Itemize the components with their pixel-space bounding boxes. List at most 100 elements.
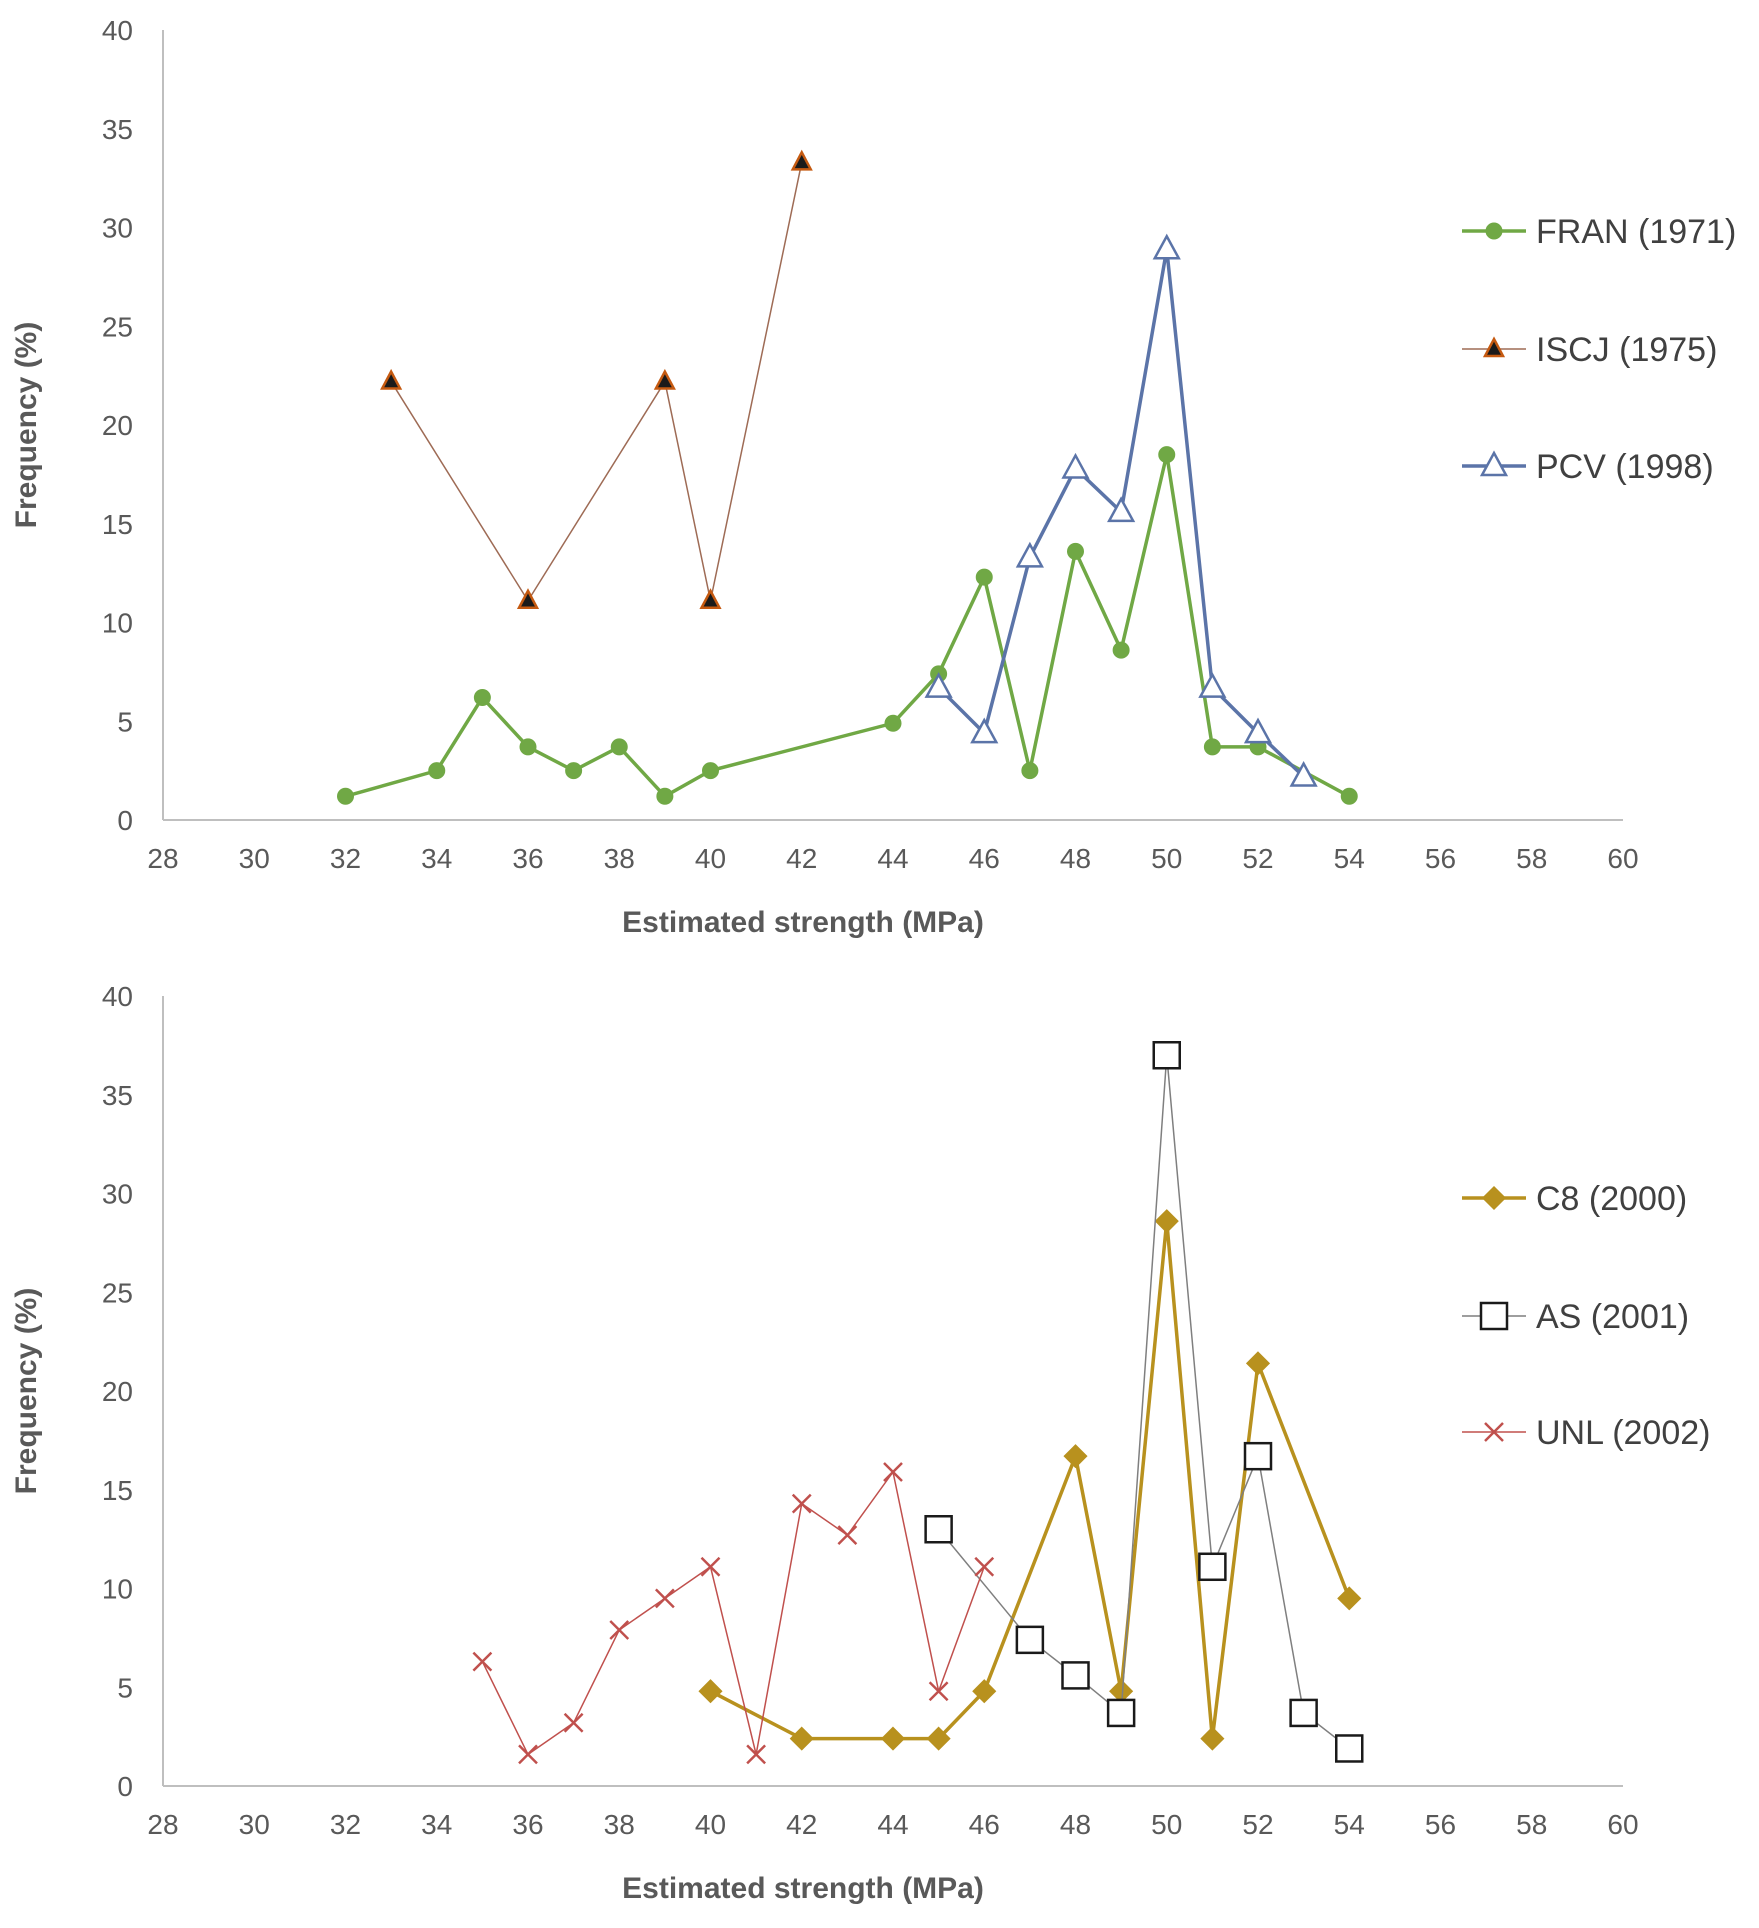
x-tick-label: 54 (1334, 1809, 1365, 1840)
x-tick-label: 48 (1060, 1809, 1091, 1840)
x-tick-label: 40 (695, 1809, 726, 1840)
legend-label: UNL (2002) (1536, 1414, 1710, 1452)
data-point (1061, 452, 1090, 479)
y-tick-label: 25 (102, 311, 133, 342)
data-point (699, 588, 722, 610)
x-tick-label: 36 (512, 843, 543, 874)
series-pcv (924, 233, 1318, 787)
data-point (653, 368, 676, 390)
legend-entry: FRAN (1971) (1462, 213, 1736, 251)
data-point (974, 1556, 995, 1577)
data-point (926, 1726, 951, 1751)
data-point (1061, 1661, 1090, 1690)
y-tick-label: 35 (102, 114, 133, 145)
x-tick-label: 42 (786, 1809, 817, 1840)
data-point (880, 1726, 906, 1751)
data-point (1198, 672, 1227, 698)
x-tick-label: 44 (877, 843, 908, 874)
data-point (1107, 496, 1136, 523)
data-point (970, 717, 999, 744)
y-tick-label: 25 (102, 1277, 133, 1308)
legend-entry: ISCJ (1975) (1462, 331, 1717, 369)
series-line (481, 1471, 985, 1756)
series-unl (472, 1462, 995, 1765)
data-point (337, 787, 354, 805)
legend-marker (1479, 1301, 1509, 1331)
x-tick-label: 44 (877, 1809, 908, 1840)
x-tick-label: 36 (512, 1809, 543, 1840)
y-tick-label: 0 (117, 1771, 133, 1802)
y-tick-label: 20 (102, 410, 133, 441)
x-tick-label: 38 (604, 1809, 635, 1840)
data-point (790, 149, 813, 171)
data-point (1335, 1734, 1364, 1763)
data-point (1067, 542, 1084, 560)
data-point (1243, 1441, 1273, 1471)
legend-marker (1482, 336, 1506, 358)
y-tick-label: 40 (102, 15, 133, 46)
x-tick-label: 34 (421, 1809, 452, 1840)
x-tick-label: 46 (969, 1809, 1000, 1840)
data-point (1154, 1209, 1179, 1234)
data-point (1200, 1726, 1225, 1751)
series-line (345, 452, 1351, 799)
data-point (924, 672, 953, 698)
y-tick-label: 15 (102, 509, 133, 540)
data-point (1021, 762, 1039, 780)
y-axis-title: Frequency (%) (10, 1288, 43, 1495)
legend-label: ISCJ (1975) (1536, 331, 1717, 369)
data-point (656, 787, 674, 805)
y-tick-label: 0 (117, 805, 133, 836)
x-tick-label: 50 (1151, 843, 1182, 874)
x-tick-label: 52 (1242, 843, 1273, 874)
data-point (837, 1525, 858, 1546)
data-point (884, 714, 902, 732)
y-tick-label: 20 (102, 1376, 133, 1407)
data-point (972, 1679, 997, 1704)
data-point (1198, 1552, 1227, 1582)
data-point (883, 1462, 903, 1482)
x-tick-label: 30 (239, 1809, 270, 1840)
x-tick-label: 54 (1334, 843, 1365, 874)
series-fran (337, 446, 1358, 805)
data-point (1152, 1041, 1181, 1070)
x-axis-title: Estimated strength (MPa) (622, 906, 984, 939)
data-point (702, 762, 719, 780)
data-point (924, 1515, 953, 1544)
data-point (1337, 1586, 1362, 1611)
x-tick-label: 56 (1425, 843, 1456, 874)
y-tick-label: 5 (117, 706, 133, 737)
data-point (1106, 1698, 1136, 1728)
y-tick-label: 15 (102, 1475, 133, 1506)
x-tick-label: 60 (1607, 1809, 1638, 1840)
x-tick-label: 40 (695, 843, 726, 874)
data-point (563, 1712, 584, 1733)
x-axis-title: Estimated strength (MPa) (622, 1872, 984, 1905)
data-point (1158, 446, 1176, 464)
y-tick-label: 30 (102, 1179, 133, 1210)
x-tick-label: 30 (239, 843, 270, 874)
x-tick-label: 58 (1516, 1809, 1547, 1840)
data-point (518, 1744, 538, 1765)
x-tick-label: 42 (786, 843, 817, 874)
series-as (924, 1041, 1364, 1763)
data-point (1063, 1444, 1088, 1469)
data-point (472, 1651, 493, 1672)
legend-label: FRAN (1971) (1536, 213, 1736, 251)
x-tick-label: 28 (147, 1809, 178, 1840)
legend-entry: AS (2001) (1462, 1298, 1689, 1336)
data-point (519, 738, 537, 756)
legend-marker (1479, 450, 1509, 477)
data-point (698, 1679, 723, 1704)
y-tick-label: 10 (102, 608, 133, 639)
series-line (938, 1054, 1350, 1750)
data-point (428, 762, 446, 780)
x-tick-label: 56 (1425, 1809, 1456, 1840)
legend-entry: PCV (1998) (1462, 448, 1714, 486)
data-point (700, 1556, 721, 1577)
series-line (390, 162, 803, 602)
series-iscj (380, 149, 813, 610)
data-point (1152, 233, 1181, 260)
data-point (609, 1620, 630, 1640)
